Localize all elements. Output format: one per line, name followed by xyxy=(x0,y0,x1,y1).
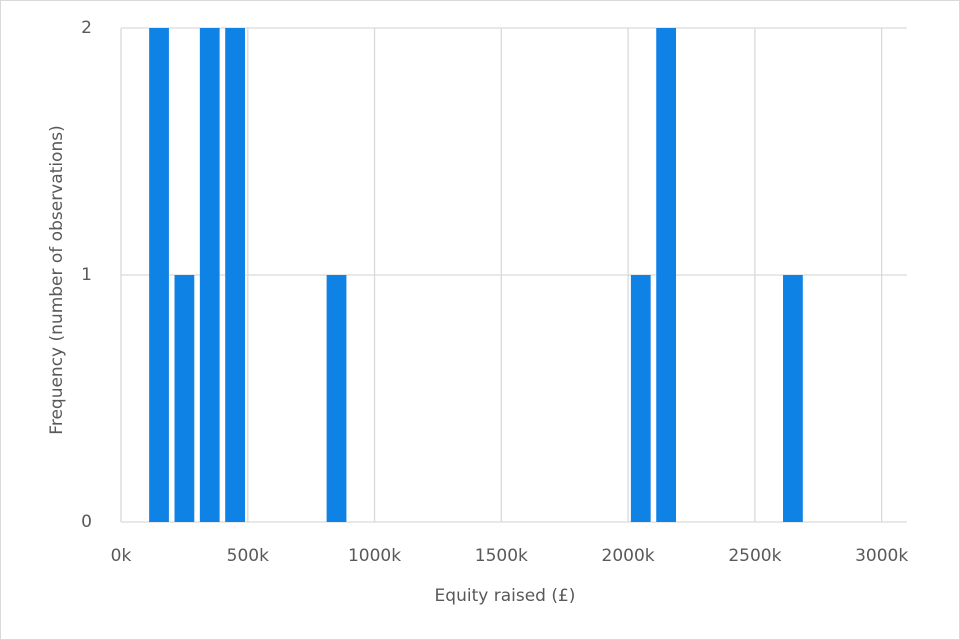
y-axis-title: Frequency (number of observations) xyxy=(47,125,67,434)
x-tick-label: 2500k xyxy=(728,546,781,566)
x-tick-label: 500k xyxy=(227,546,269,566)
x-tick-label: 0k xyxy=(111,546,132,566)
x-tick-label: 2000k xyxy=(602,546,655,566)
bar xyxy=(225,28,245,522)
bar xyxy=(149,28,169,522)
y-tick-label: 2 xyxy=(81,18,92,38)
bar xyxy=(199,28,220,522)
bar xyxy=(783,275,803,522)
bar xyxy=(326,275,347,522)
x-axis-title: Equity raised (£) xyxy=(435,586,576,606)
x-tick-label: 3000k xyxy=(855,546,908,566)
x-tick-label: 1500k xyxy=(475,546,528,566)
bar xyxy=(630,275,651,522)
y-tick-label: 0 xyxy=(81,512,92,532)
x-tick-label: 1000k xyxy=(348,546,401,566)
bar xyxy=(656,28,677,522)
y-tick-label: 1 xyxy=(81,265,92,285)
bar xyxy=(174,275,195,522)
